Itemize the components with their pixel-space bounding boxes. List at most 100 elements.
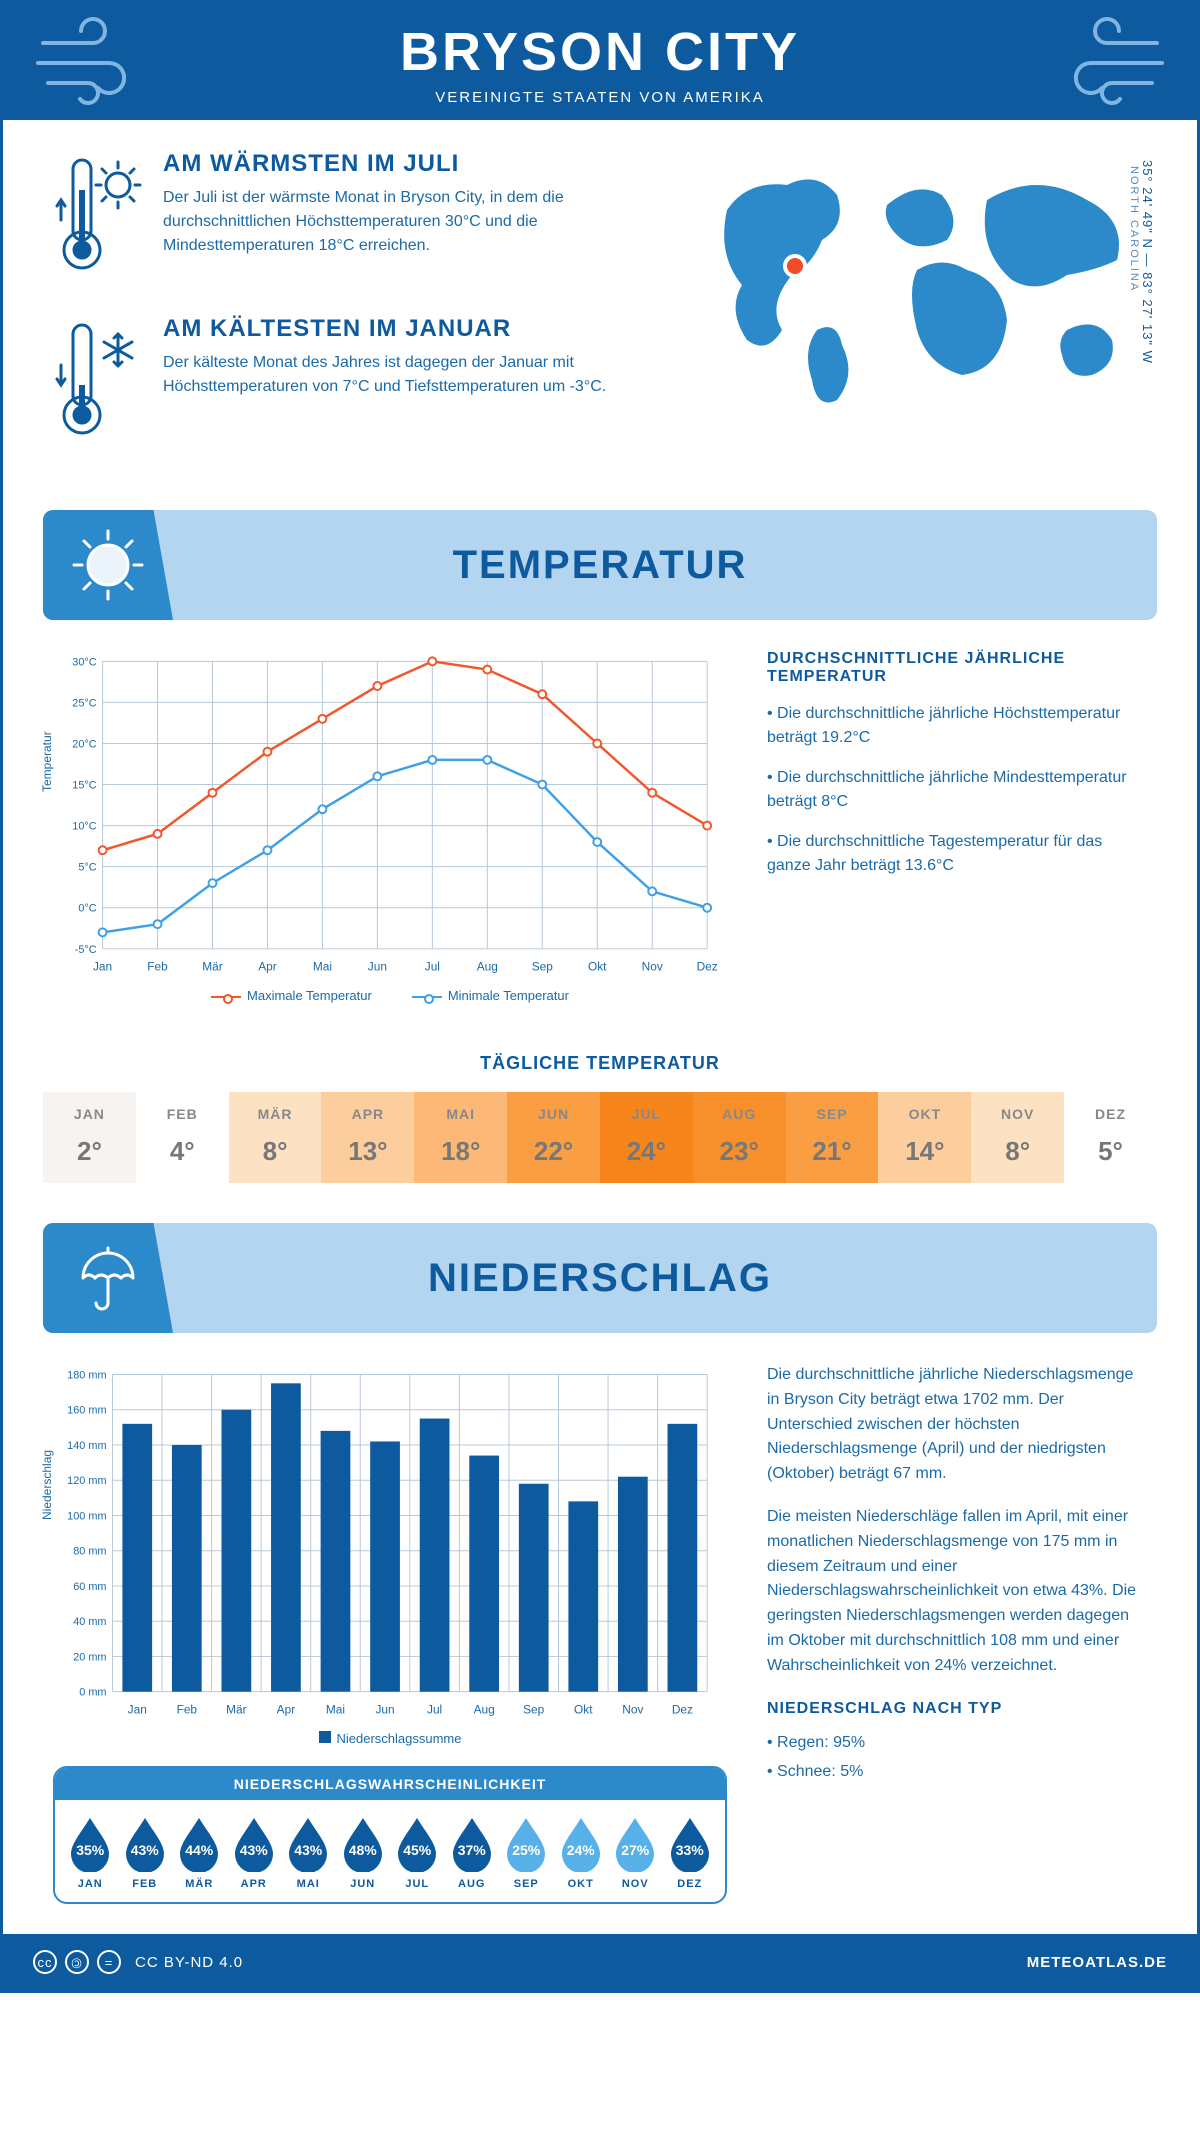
footer: cc🄯= CC BY-ND 4.0 METEOATLAS.DE (3, 1934, 1197, 1990)
svg-text:Apr: Apr (277, 1702, 296, 1716)
daily-temp-cell: JUN22° (507, 1092, 600, 1183)
probability-drop: 25%SEP (501, 1814, 552, 1890)
precipitation-legend: Niederschlagssumme (53, 1731, 727, 1746)
svg-text:Okt: Okt (588, 960, 607, 974)
coldest-text: Der kälteste Monat des Jahres ist dagege… (163, 351, 657, 399)
svg-text:30°C: 30°C (72, 656, 96, 668)
lat: 35° 24' 49" N (1140, 160, 1155, 249)
svg-text:80 mm: 80 mm (73, 1546, 106, 1558)
precipitation-text: Die durchschnittliche jährliche Niedersc… (767, 1363, 1147, 1904)
temp-bullet: • Die durchschnittliche jährliche Mindes… (767, 766, 1147, 814)
section-title: NIEDERSCHLAG (173, 1256, 1157, 1301)
svg-text:Jul: Jul (425, 960, 440, 974)
coldest-fact: AM KÄLTESTEN IM JANUAR Der kälteste Mona… (53, 315, 657, 450)
daily-temp-cell: FEB4° (136, 1092, 229, 1183)
svg-text:60 mm: 60 mm (73, 1581, 106, 1593)
warmest-fact: AM WÄRMSTEN IM JULI Der Juli ist der wär… (53, 150, 657, 285)
world-map: 35° 24' 49" N — 83° 27' 13" W NORTH CARO… (687, 150, 1147, 480)
probability-drop: 24%OKT (556, 1814, 607, 1890)
thermometer-snowflake-icon (53, 315, 143, 450)
svg-text:140 mm: 140 mm (67, 1440, 106, 1452)
precipitation-barchart: 0 mm20 mm40 mm60 mm80 mm100 mm120 mm140 … (53, 1363, 727, 1723)
precipitation-probability-box: NIEDERSCHLAGSWAHRSCHEINLICHKEIT 35%JAN43… (53, 1766, 727, 1904)
svg-text:120 mm: 120 mm (67, 1475, 106, 1487)
svg-text:5°C: 5°C (78, 862, 96, 874)
temperature-chart: -5°C0°C5°C10°C15°C20°C25°C30°CJanFebMärA… (53, 650, 727, 1003)
probability-drop: 43%MAI (283, 1814, 334, 1890)
daily-temp-cell: JAN2° (43, 1092, 136, 1183)
brand: METEOATLAS.DE (1027, 1954, 1167, 1971)
svg-text:Aug: Aug (477, 960, 498, 974)
precipitation-section-header: NIEDERSCHLAG (43, 1223, 1157, 1333)
svg-text:10°C: 10°C (72, 821, 96, 833)
coldest-title: AM KÄLTESTEN IM JANUAR (163, 315, 657, 343)
svg-text:160 mm: 160 mm (67, 1405, 106, 1417)
svg-text:Jan: Jan (93, 960, 112, 974)
daily-temp-cell: OKT14° (878, 1092, 971, 1183)
max-legend: Maximale Temperatur (247, 988, 372, 1003)
svg-text:Aug: Aug (474, 1702, 495, 1716)
daily-temp-cell: SEP21° (786, 1092, 879, 1183)
precip-p2: Die meisten Niederschläge fallen im Apri… (767, 1505, 1147, 1679)
state-name: NORTH CAROLINA (1128, 166, 1140, 364)
wind-icon (33, 13, 153, 113)
svg-text:Sep: Sep (532, 960, 554, 974)
probability-drop: 44%MÄR (174, 1814, 225, 1890)
svg-text:Mär: Mär (226, 1702, 246, 1716)
y-axis-label: Niederschlag (40, 1450, 54, 1520)
daily-temp-cell: NOV8° (971, 1092, 1064, 1183)
svg-text:Jun: Jun (375, 1702, 394, 1716)
coordinates: 35° 24' 49" N — 83° 27' 13" W NORTH CARO… (1128, 160, 1155, 364)
daily-temp-cell: MAI18° (414, 1092, 507, 1183)
section-title: TEMPERATUR (173, 543, 1157, 588)
svg-text:Mai: Mai (313, 960, 332, 974)
probability-drop: 43%APR (229, 1814, 280, 1890)
svg-text:Okt: Okt (574, 1702, 593, 1716)
intro-section: AM WÄRMSTEN IM JULI Der Juli ist der wär… (3, 120, 1197, 500)
daily-temp-cell: APR13° (321, 1092, 414, 1183)
temperature-info: DURCHSCHNITTLICHE JÄHRLICHE TEMPERATUR •… (767, 650, 1147, 1003)
svg-text:25°C: 25°C (72, 697, 96, 709)
umbrella-icon (43, 1223, 173, 1333)
precip-type-title: NIEDERSCHLAG NACH TYP (767, 1697, 1147, 1722)
daily-temp-grid: JAN2°FEB4°MÄR8°APR13°MAI18°JUN22°JUL24°A… (43, 1092, 1157, 1183)
city-title: BRYSON CITY (3, 21, 1197, 83)
svg-text:20 mm: 20 mm (73, 1651, 106, 1663)
bar-legend-label: Niederschlagssumme (337, 1731, 462, 1746)
daily-temp-cell: DEZ5° (1064, 1092, 1157, 1183)
temp-bullet: • Die durchschnittliche Tagestemperatur … (767, 830, 1147, 878)
probability-drop: 37%AUG (447, 1814, 498, 1890)
cc-icons: cc🄯= (33, 1950, 121, 1974)
probability-drop: 43%FEB (120, 1814, 171, 1890)
probability-drop: 48%JUN (338, 1814, 389, 1890)
svg-text:180 mm: 180 mm (67, 1369, 106, 1381)
avg-temp-title: DURCHSCHNITTLICHE JÄHRLICHE TEMPERATUR (767, 650, 1147, 686)
svg-text:Jun: Jun (368, 960, 387, 974)
svg-text:15°C: 15°C (72, 780, 96, 792)
probability-drop: 35%JAN (65, 1814, 116, 1890)
probability-drop: 27%NOV (610, 1814, 661, 1890)
daily-temp-cell: MÄR8° (229, 1092, 322, 1183)
header: BRYSON CITY VEREINIGTE STAATEN VON AMERI… (3, 3, 1197, 120)
warmest-text: Der Juli ist der wärmste Monat in Bryson… (163, 186, 657, 258)
temperature-legend: Maximale Temperatur Minimale Temperatur (53, 988, 727, 1003)
temperature-section-header: TEMPERATUR (43, 510, 1157, 620)
svg-text:Feb: Feb (177, 1702, 198, 1716)
precip-p1: Die durchschnittliche jährliche Niedersc… (767, 1363, 1147, 1487)
svg-text:Nov: Nov (642, 960, 663, 974)
license-text: CC BY-ND 4.0 (135, 1954, 243, 1971)
lon: 83° 27' 13" W (1140, 272, 1155, 364)
svg-text:Mai: Mai (326, 1702, 345, 1716)
daily-temp-title: TÄGLICHE TEMPERATUR (3, 1053, 1197, 1074)
probability-title: NIEDERSCHLAGSWAHRSCHEINLICHKEIT (55, 1768, 725, 1800)
sun-icon (43, 510, 173, 620)
svg-text:Dez: Dez (672, 1702, 693, 1716)
svg-text:100 mm: 100 mm (67, 1510, 106, 1522)
svg-text:0°C: 0°C (78, 903, 96, 915)
svg-text:Jul: Jul (427, 1702, 442, 1716)
svg-text:Sep: Sep (523, 1702, 545, 1716)
svg-text:20°C: 20°C (72, 738, 96, 750)
svg-text:Apr: Apr (258, 960, 277, 974)
svg-text:Nov: Nov (622, 1702, 643, 1716)
temp-bullet: • Die durchschnittliche jährliche Höchst… (767, 702, 1147, 750)
